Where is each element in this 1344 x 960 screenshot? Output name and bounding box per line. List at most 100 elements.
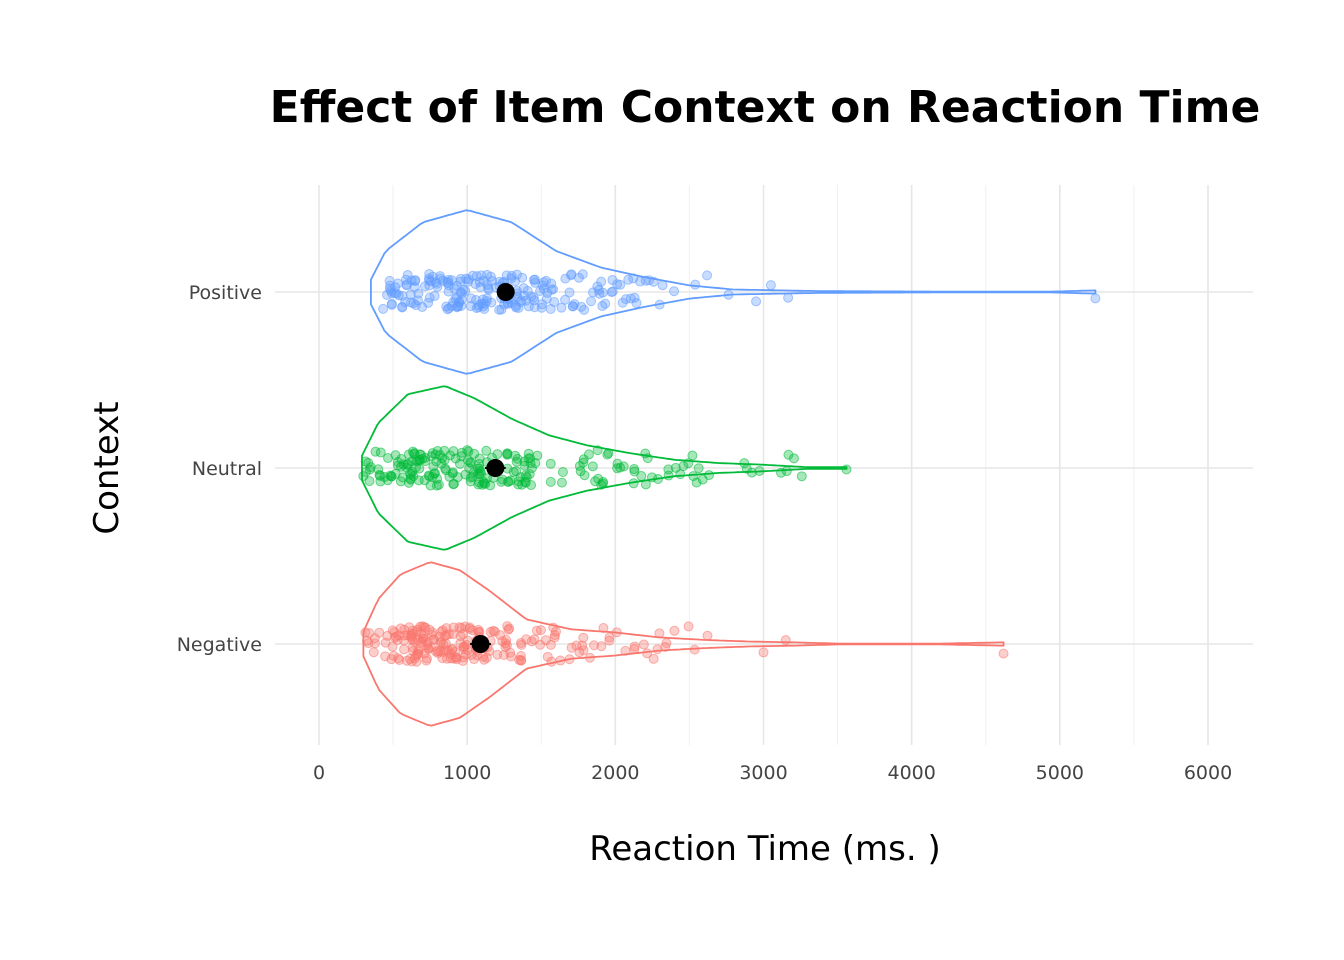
data-point xyxy=(604,632,615,643)
outlier-point xyxy=(780,635,791,646)
data-point xyxy=(564,287,575,298)
data-point xyxy=(586,296,597,307)
data-point xyxy=(479,304,490,315)
data-point xyxy=(387,625,398,636)
y-tick-label: Negative xyxy=(177,634,262,656)
data-point xyxy=(466,293,477,304)
mean-point xyxy=(496,283,515,301)
data-point xyxy=(604,635,615,646)
data-point xyxy=(556,302,567,313)
data-point xyxy=(596,641,607,652)
data-point xyxy=(378,303,389,314)
data-point xyxy=(442,304,453,315)
data-point xyxy=(485,626,496,637)
data-point xyxy=(693,463,704,474)
data-point xyxy=(405,468,416,479)
y-axis-title: Context xyxy=(87,401,127,534)
data-point xyxy=(476,298,487,309)
points-positive xyxy=(378,269,1101,315)
data-point xyxy=(516,655,527,666)
data-point xyxy=(535,625,546,636)
data-point xyxy=(373,464,384,475)
violin-neutral xyxy=(358,385,852,551)
data-point xyxy=(431,480,442,491)
data-point xyxy=(397,302,408,313)
data-point xyxy=(788,453,799,464)
data-point xyxy=(683,621,694,632)
data-point xyxy=(597,287,608,298)
outlier-point xyxy=(998,648,1009,659)
data-point xyxy=(438,639,449,650)
data-point xyxy=(636,471,647,482)
outlier-point xyxy=(758,647,769,658)
data-point xyxy=(441,623,452,634)
data-point xyxy=(690,279,701,290)
data-point xyxy=(702,270,713,281)
data-point xyxy=(661,638,672,649)
data-point xyxy=(399,630,410,641)
data-point xyxy=(578,632,589,643)
data-point xyxy=(481,296,492,307)
data-point xyxy=(545,458,556,469)
data-point xyxy=(597,301,608,312)
x-tick-label: 1000 xyxy=(443,762,491,784)
data-point xyxy=(458,284,469,295)
data-point xyxy=(463,276,474,287)
data-point xyxy=(629,641,640,652)
data-point xyxy=(392,278,403,289)
data-point xyxy=(492,449,503,460)
data-point xyxy=(448,479,459,490)
data-point xyxy=(590,476,601,487)
data-point xyxy=(517,272,528,283)
data-point xyxy=(401,274,412,285)
data-point xyxy=(380,651,391,662)
data-point xyxy=(469,654,480,665)
data-point xyxy=(385,280,396,291)
data-point xyxy=(526,480,537,491)
data-point xyxy=(606,287,617,298)
data-point xyxy=(577,269,588,280)
data-point xyxy=(485,271,496,282)
data-point xyxy=(471,271,482,282)
data-point xyxy=(587,461,598,472)
data-point xyxy=(687,450,698,461)
data-point xyxy=(454,458,465,469)
data-point xyxy=(420,622,431,633)
data-point xyxy=(383,453,394,464)
violin-positive xyxy=(370,209,1101,375)
data-point xyxy=(479,478,490,489)
data-point xyxy=(550,626,561,637)
data-point xyxy=(481,445,492,456)
x-axis-title: Reaction Time (ms. ) xyxy=(589,829,940,869)
data-point xyxy=(448,467,459,478)
data-point xyxy=(796,471,807,482)
data-point xyxy=(368,647,379,658)
data-point xyxy=(602,449,613,460)
data-point xyxy=(566,269,577,280)
data-point xyxy=(386,471,397,482)
data-point xyxy=(506,270,517,281)
data-point xyxy=(620,294,631,305)
data-point xyxy=(579,470,590,481)
data-point xyxy=(463,446,474,457)
mean-point xyxy=(471,635,490,653)
data-point xyxy=(424,275,435,286)
data-point xyxy=(432,473,443,484)
data-point xyxy=(455,273,466,284)
data-point xyxy=(675,469,686,480)
data-point xyxy=(557,466,568,477)
data-point xyxy=(475,466,486,477)
data-point xyxy=(515,651,526,662)
data-point xyxy=(460,649,471,660)
data-point xyxy=(537,299,548,310)
data-point xyxy=(439,445,450,456)
data-point xyxy=(503,476,514,487)
data-point xyxy=(574,461,585,472)
data-point xyxy=(520,470,531,481)
x-tick-label: 3000 xyxy=(739,762,787,784)
data-point xyxy=(529,302,540,313)
data-point xyxy=(427,271,438,282)
data-point xyxy=(419,648,430,659)
data-point xyxy=(783,292,794,303)
